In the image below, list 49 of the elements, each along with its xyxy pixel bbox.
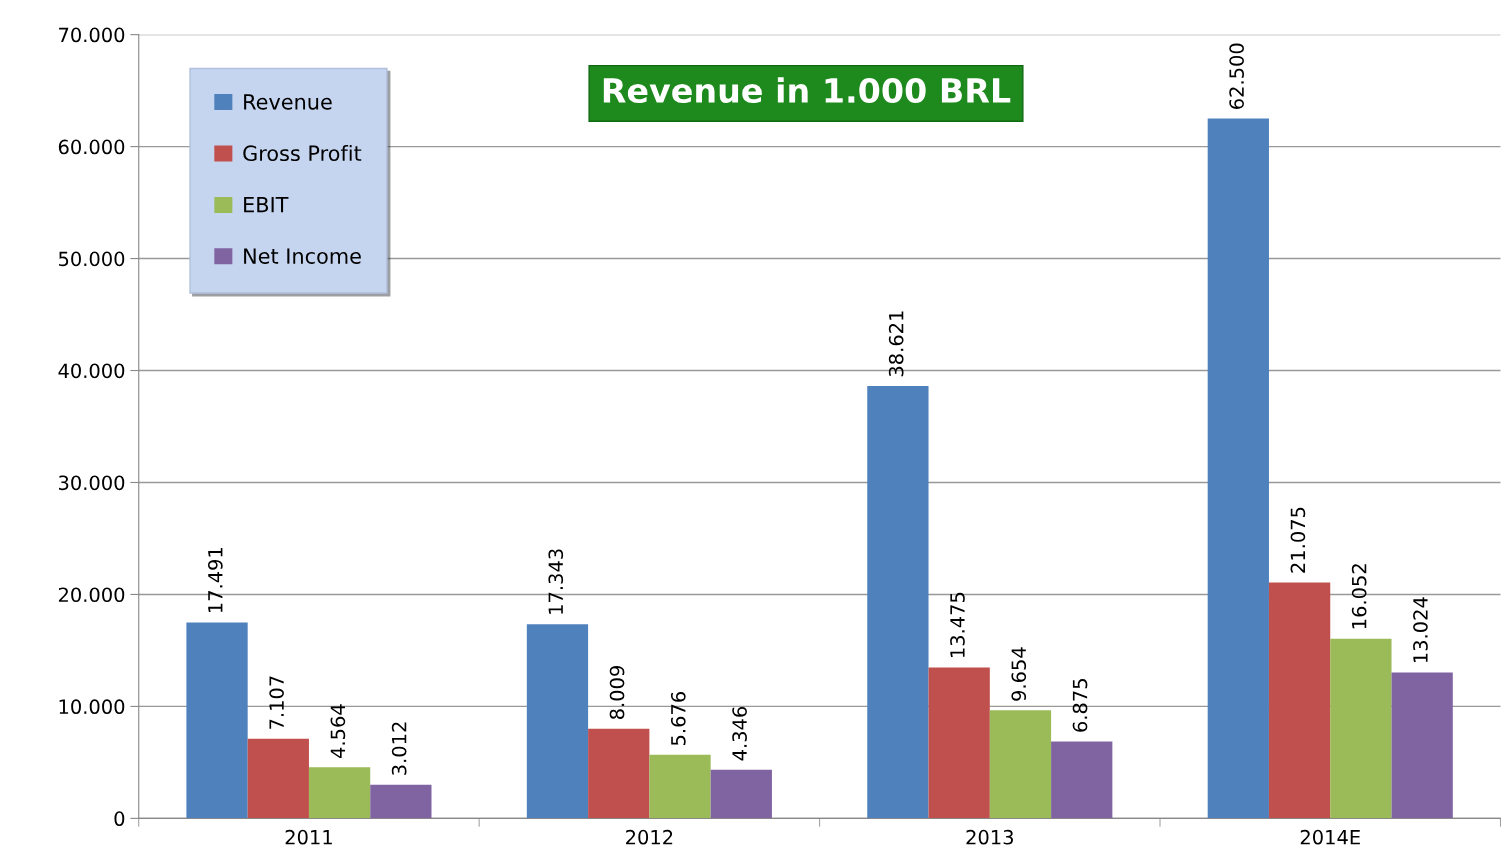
data-label: 6.875: [1072, 679, 1088, 732]
bar: [928, 667, 990, 819]
bar: [1268, 582, 1331, 819]
y-tick-label: 10.000: [59, 699, 125, 715]
data-label: 3.012: [391, 722, 407, 775]
y-tick-label: 0: [114, 811, 125, 827]
data-label: 4.346: [732, 706, 747, 761]
data-label: 13.475: [950, 592, 965, 658]
text: Revenue in 1.000 BRL: [603, 77, 1011, 104]
data-label: 5.676: [670, 692, 686, 745]
y-tick-label: 20.000: [58, 587, 125, 603]
y-tick-label: 70.000: [59, 27, 125, 43]
bar: [649, 754, 711, 819]
legend-label: Net Income: [244, 248, 361, 264]
data-label: 13.024: [1413, 597, 1428, 663]
bar: [588, 728, 650, 819]
x-tick-label: 2012: [626, 829, 673, 845]
y-tick-label: 30.000: [58, 475, 125, 491]
data-label: 9.654: [1011, 647, 1027, 701]
y-tick-label: 60.000: [58, 139, 125, 155]
x-tick-label: 2013: [966, 829, 1013, 845]
bar: [867, 385, 929, 819]
x-tick-label: 2014E: [1300, 829, 1360, 845]
bar: [989, 710, 1052, 819]
bar: [1330, 638, 1392, 819]
legend-label: Gross Profit: [243, 144, 362, 162]
bar: [186, 622, 248, 819]
data-label: 17.491: [207, 547, 223, 613]
bar: [526, 624, 589, 819]
x-tick-label: 2011: [285, 829, 332, 845]
data-label: 4.564: [330, 704, 346, 758]
bar: [1051, 741, 1113, 819]
bar: [247, 738, 309, 819]
bar: [370, 784, 432, 819]
bar: [308, 767, 371, 819]
bar: [710, 769, 772, 819]
data-label: 17.343: [548, 549, 564, 614]
data-label: 8.009: [609, 666, 625, 720]
bar: [1207, 118, 1269, 819]
legend-label: EBIT: [244, 197, 289, 213]
bar: [1391, 672, 1453, 819]
data-label: 38.621: [888, 311, 904, 377]
data-label: 7.107: [269, 676, 284, 729]
y-tick-label: 40.000: [58, 363, 125, 379]
legend-label: Revenue: [244, 94, 332, 110]
data-label: 62.500: [1229, 43, 1244, 109]
data-label: 16.052: [1351, 564, 1367, 629]
y-tick-label: 50.000: [59, 251, 125, 267]
data-label: 21.075: [1290, 507, 1306, 573]
